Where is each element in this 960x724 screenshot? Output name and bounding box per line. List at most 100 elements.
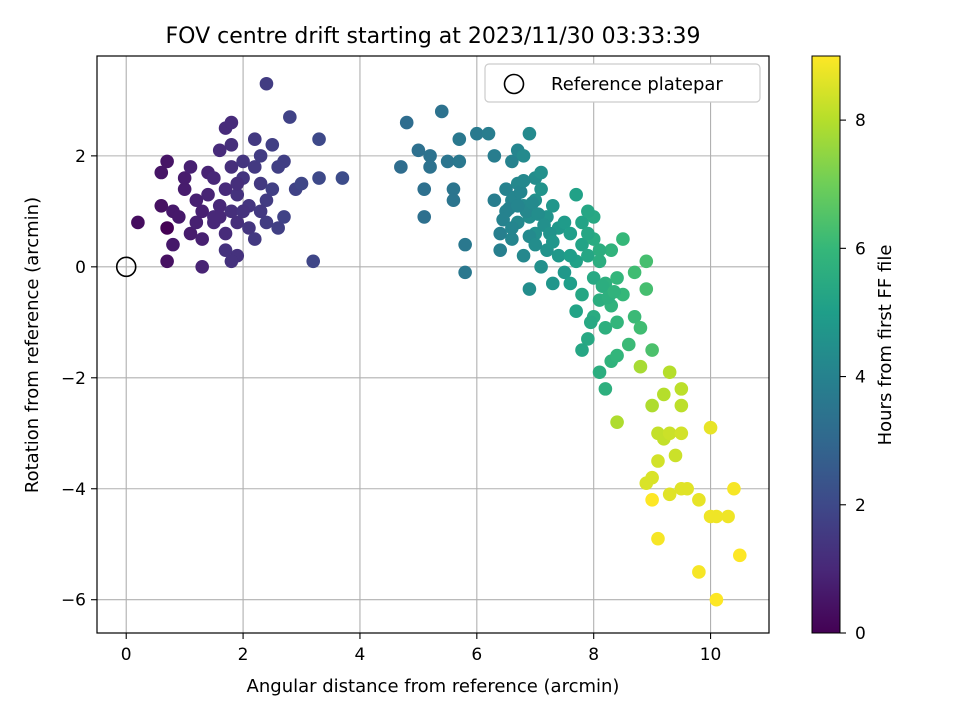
data-point [487, 193, 502, 208]
data-point [195, 204, 209, 219]
data-point [230, 176, 245, 191]
data-point [183, 160, 198, 174]
data-point [607, 284, 621, 299]
data-point [621, 337, 636, 352]
data-point [253, 176, 268, 191]
data-point [610, 315, 624, 330]
x-axis-ticks: 0 2 4 6 8 10 [121, 633, 721, 665]
data-point [545, 276, 560, 291]
colorbar-tick-label: 4 [855, 368, 866, 388]
legend-box [484, 63, 761, 103]
data-point [493, 243, 508, 257]
data-point [265, 137, 280, 152]
data-point [417, 210, 432, 224]
data-point [253, 149, 268, 163]
data-point [154, 198, 169, 213]
x-tick-label: 4 [355, 645, 366, 665]
data-point [732, 548, 747, 563]
data-point [201, 187, 215, 202]
plot-area [97, 56, 769, 633]
data-point [160, 221, 174, 235]
data-point [306, 254, 321, 269]
data-point [487, 149, 502, 163]
y-tick-label: 2 [75, 147, 86, 167]
y-tick-label: 0 [75, 258, 86, 278]
data-point [645, 398, 659, 413]
data-point [446, 193, 461, 208]
data-point [218, 182, 233, 196]
data-point [651, 531, 665, 546]
y-tick-label: −4 [61, 480, 86, 500]
grid-lines [97, 56, 769, 633]
chart-title: FOV centre drift starting at 2023/11/30 … [166, 24, 701, 49]
data-point [534, 260, 548, 274]
data-point [207, 210, 221, 224]
data-point [265, 182, 280, 196]
data-point [212, 143, 227, 158]
data-point [563, 276, 578, 291]
data-point [522, 282, 537, 296]
data-point [680, 481, 694, 496]
data-point [639, 476, 654, 491]
data-point [499, 182, 513, 196]
data-point [247, 132, 262, 147]
data-point [271, 160, 285, 174]
data-point [525, 196, 540, 210]
y-axis-label: Rotation from reference (arcmin) [22, 197, 43, 493]
data-point [224, 137, 239, 152]
reference-platepar-marker [115, 256, 137, 278]
data-point [493, 226, 508, 241]
data-point [516, 149, 531, 163]
y-tick-label: −2 [61, 369, 86, 389]
data-point [583, 315, 598, 330]
data-point [557, 215, 572, 230]
data-point [569, 304, 583, 319]
data-point [177, 182, 192, 196]
data-point [505, 154, 519, 169]
data-point [598, 321, 613, 335]
data-point [709, 592, 724, 607]
data-point [440, 154, 455, 169]
data-point [563, 226, 578, 241]
colorbar: 0 2 4 6 8 Hours from first FF file [811, 55, 896, 644]
data-point [703, 420, 718, 435]
data-point [662, 426, 677, 441]
data-point [160, 154, 174, 169]
data-point [522, 126, 537, 141]
data-point [183, 226, 198, 241]
data-point [592, 254, 607, 269]
data-point [131, 215, 145, 230]
data-point [189, 193, 204, 208]
data-point [598, 382, 613, 396]
data-point [627, 309, 642, 324]
data-point [230, 187, 245, 202]
data-point [259, 215, 274, 230]
x-axis-label: Angular distance from reference (arcmin) [247, 676, 620, 697]
data-point [674, 398, 689, 413]
data-point [657, 387, 671, 402]
data-point [166, 237, 180, 252]
data-point [446, 182, 461, 196]
data-point [662, 487, 677, 502]
colorbar-tick-label: 0 [855, 624, 866, 644]
data-point [236, 204, 250, 219]
data-point [242, 221, 256, 235]
data-point [172, 210, 186, 224]
data-point [627, 265, 642, 280]
data-point [312, 171, 326, 185]
colorbar-tick-label: 6 [855, 239, 866, 259]
data-point [452, 132, 467, 147]
data-point [394, 160, 408, 174]
data-point [423, 149, 437, 163]
x-tick-label: 8 [588, 645, 599, 665]
data-point [230, 215, 245, 230]
data-point [563, 248, 578, 263]
legend: Reference platepar [484, 63, 761, 103]
data-points [131, 76, 747, 607]
data-point [639, 282, 654, 296]
y-tick-label: −6 [61, 591, 86, 611]
data-point [595, 279, 610, 294]
data-point [224, 204, 239, 219]
data-point [516, 174, 531, 188]
